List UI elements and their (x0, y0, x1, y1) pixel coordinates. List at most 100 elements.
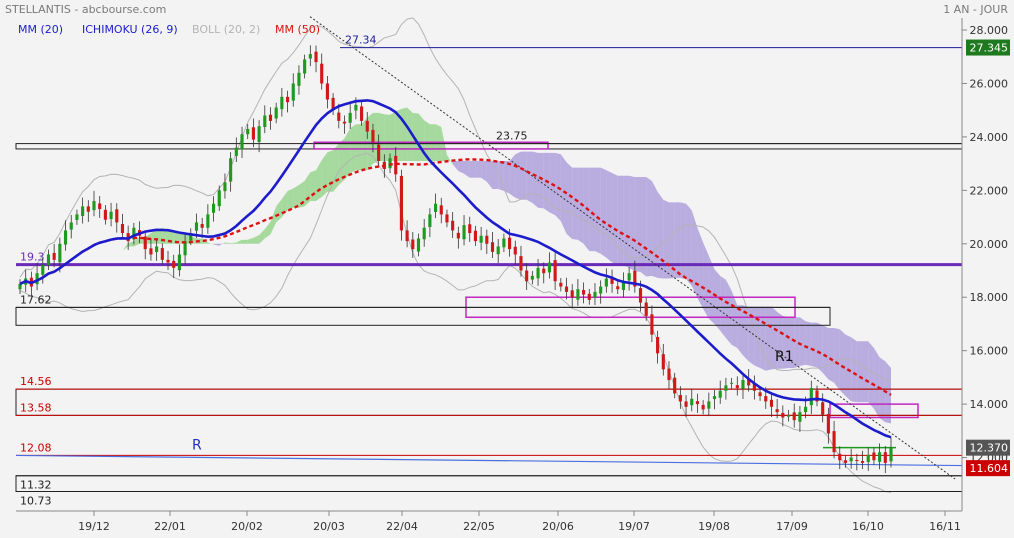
candle-body (508, 237, 512, 250)
candle-body (866, 454, 870, 463)
level-label-3: 17.62 (20, 293, 52, 306)
candle-body (422, 227, 426, 240)
candle-body (587, 293, 591, 300)
horizontal-levels-layer: 27.34 23.75 19.3 17.62 14.56 13.58 12.08 11.32 1… (15, 34, 963, 507)
candle-body (297, 72, 301, 86)
ichimoku-cloud-segment (845, 334, 852, 402)
ichimoku-cloud-segment (691, 210, 698, 298)
candle-body (638, 288, 643, 303)
candle-body (143, 236, 147, 250)
ichimoku-cloud-segment (777, 311, 783, 369)
bollinger-upper (19, 17, 892, 383)
ichimoku-cloud-segment (839, 329, 846, 397)
ichimoku-cloud-segment (566, 162, 573, 240)
candle-body (200, 224, 204, 228)
candle-body (695, 401, 700, 405)
candle-body (718, 390, 722, 398)
candle-body (786, 414, 791, 417)
candle-body (570, 290, 574, 298)
ichimoku-cloud-segment (811, 322, 817, 368)
candle-body (189, 233, 193, 241)
ichimoku-cloud-segment (743, 305, 749, 362)
axes-layer: 28.000 26.000 24.000 22.000 20.000 18.000 16.0… (16, 18, 1014, 538)
candle-body (650, 314, 654, 335)
ichimoku-cloud-segment (560, 154, 567, 234)
candle-body (120, 224, 125, 234)
ichimoku-cloud-segment (589, 167, 595, 252)
candle-body (394, 155, 398, 175)
candle-body (559, 282, 563, 287)
candle-body (684, 401, 688, 407)
ichimoku-cloud-segment (253, 235, 260, 244)
candle-body (576, 289, 580, 300)
candle-body (63, 230, 68, 245)
candle-body (320, 63, 324, 84)
ichimoku-cloud-segment (862, 341, 869, 403)
candle-body (593, 291, 597, 298)
ichimoku-cloud-segment (612, 173, 618, 266)
legend-ichimoku: ICHIMOKU (26, 9) (82, 23, 178, 36)
candle-body (377, 144, 381, 161)
ichimoku-cloud-segment (452, 161, 459, 171)
magenta-zone-1 (313, 141, 549, 150)
candle-body (855, 459, 859, 461)
trendline-r (15, 454, 963, 467)
candles-layer (18, 45, 893, 474)
candle-body (878, 452, 882, 462)
x-tick-label: 19/12 (78, 520, 110, 533)
candle-body (519, 256, 523, 271)
ichimoku-cloud-segment (281, 191, 288, 218)
candle-body (490, 242, 495, 252)
level-label-6: 12.08 (20, 441, 52, 454)
ichimoku-cloud-segment (617, 175, 624, 266)
ichimoku-cloud-segment (503, 161, 510, 194)
level-label-1: 23.75 (496, 130, 528, 143)
ichimoku-cloud-segment (697, 227, 704, 309)
level-label-0: 27.34 (345, 34, 377, 47)
period-label: 1 AN - JOUR (943, 3, 1008, 16)
x-tick-label: 20/03 (313, 520, 345, 533)
chart-title: STELLANTIS - abcbourse.com (5, 3, 166, 16)
y-tick-label: 18.000 (970, 291, 1009, 304)
candle-body (183, 241, 187, 256)
candle-body (678, 395, 682, 402)
ichimoku-cloud-segment (640, 177, 647, 277)
price-badge-2 (966, 460, 1010, 477)
candle-body (342, 121, 347, 124)
candle-body (115, 209, 119, 223)
candle-body (764, 396, 768, 402)
candle-body (752, 383, 756, 391)
candle-body (365, 120, 369, 132)
candle-body (644, 302, 648, 316)
candle-body (337, 112, 341, 121)
candle-body (542, 268, 546, 274)
y-tick-label: 28.000 (970, 24, 1009, 37)
x-tick-label: 22/01 (154, 520, 186, 533)
ichimoku-cloud-segment (885, 361, 891, 424)
ichimoku-cloud-segment (122, 243, 129, 251)
candle-body (781, 412, 785, 418)
ichimoku-cloud-segment (133, 237, 140, 247)
candle-body (308, 54, 312, 59)
candle-body (826, 414, 830, 434)
ichimoku-cloud-segment (851, 337, 857, 403)
ichimoku-cloud-segment (247, 237, 254, 244)
candle-body (52, 252, 56, 260)
x-tick-label: 16/11 (929, 520, 961, 533)
candle-body (451, 220, 455, 231)
ichimoku-cloud-segment (595, 167, 601, 254)
candle-body (81, 206, 85, 217)
ichimoku-cloud-segment (771, 306, 778, 370)
candle-body (667, 368, 671, 381)
candle-body (303, 59, 307, 74)
candle-body (860, 461, 865, 463)
candle-body (564, 286, 569, 292)
candle-body (792, 412, 796, 421)
ichimoku-cloud-segment (856, 341, 863, 403)
ichimoku-cloud-segment (179, 232, 186, 244)
candle-body (291, 83, 295, 101)
ichimoku-cloud-segment (469, 161, 476, 178)
ichimoku-cloud-segment (384, 114, 390, 161)
candle-body (798, 412, 802, 422)
ichimoku-cloud-segment (868, 341, 874, 409)
